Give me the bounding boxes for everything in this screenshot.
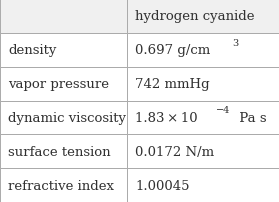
Text: dynamic viscosity: dynamic viscosity xyxy=(8,111,126,124)
Text: surface tension: surface tension xyxy=(8,145,111,158)
Text: 3: 3 xyxy=(232,39,239,48)
Text: 742 mmHg: 742 mmHg xyxy=(135,78,210,91)
Bar xyxy=(0,135,127,168)
Text: 1.00045: 1.00045 xyxy=(135,179,190,192)
Bar xyxy=(0,168,127,202)
Text: hydrogen cyanide: hydrogen cyanide xyxy=(135,10,255,23)
Bar xyxy=(127,67,279,101)
Text: Pa s: Pa s xyxy=(235,111,266,124)
Bar xyxy=(127,101,279,135)
Bar xyxy=(0,67,127,101)
Text: 0.697 g/cm: 0.697 g/cm xyxy=(135,44,211,57)
Bar xyxy=(0,101,127,135)
Text: 0.0172 N/m: 0.0172 N/m xyxy=(135,145,215,158)
Bar xyxy=(127,34,279,67)
Text: density: density xyxy=(8,44,57,57)
Text: vapor pressure: vapor pressure xyxy=(8,78,109,91)
Bar xyxy=(0,0,127,34)
Text: −4: −4 xyxy=(216,106,230,115)
Text: 1.83 × 10: 1.83 × 10 xyxy=(135,111,198,124)
Bar xyxy=(127,168,279,202)
Bar xyxy=(0,34,127,67)
Bar xyxy=(127,0,279,34)
Text: refractive index: refractive index xyxy=(8,179,114,192)
Bar xyxy=(127,135,279,168)
